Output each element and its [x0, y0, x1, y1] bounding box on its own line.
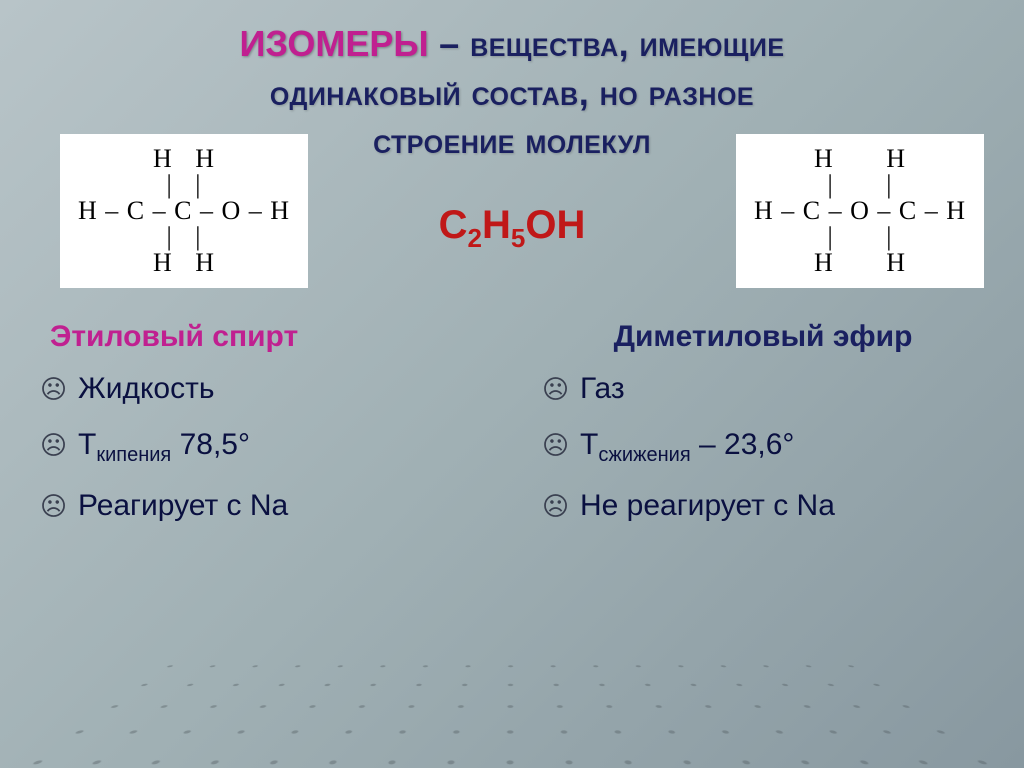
- compound-name-ethanol: Этиловый спирт: [40, 320, 482, 354]
- structure-row: H H: [78, 146, 290, 172]
- title-line3: строение молекул: [373, 120, 651, 161]
- compound-name-dimethyl-ether: Диметиловый эфир: [542, 320, 984, 354]
- title-line1-rest: вещества, имеющие: [470, 23, 784, 64]
- property-item: Тсжижения – 23,6°: [542, 428, 984, 467]
- molecular-formula-wrap: C2H5OH: [0, 208, 1024, 264]
- structure-row: | |: [78, 172, 290, 198]
- property-item: Газ: [542, 372, 984, 406]
- properties-dimethyl-ether: Газ Тсжижения – 23,6° Не реагирует с Na: [542, 372, 984, 523]
- property-item: Не реагирует с Na: [542, 489, 984, 523]
- structure-row: H H: [754, 146, 966, 172]
- background-dot-grid: [0, 658, 1024, 768]
- properties-ethanol: Жидкость Ткипения 78,5° Реагирует с Na: [40, 372, 482, 523]
- title-dash: –: [429, 23, 471, 64]
- molecular-formula: C2H5OH: [0, 203, 1024, 254]
- property-item: Реагирует с Na: [40, 489, 482, 523]
- property-item: Жидкость: [40, 372, 482, 406]
- title-isomers-word: ИЗОМЕРЫ: [239, 23, 428, 64]
- structure-row: | |: [754, 172, 966, 198]
- slide-content: ИЗОМЕРЫ – вещества, имеющие одинаковый с…: [0, 0, 1024, 565]
- title-line2: одинаковый состав, но разное: [270, 72, 754, 113]
- property-item: Ткипения 78,5°: [40, 428, 482, 467]
